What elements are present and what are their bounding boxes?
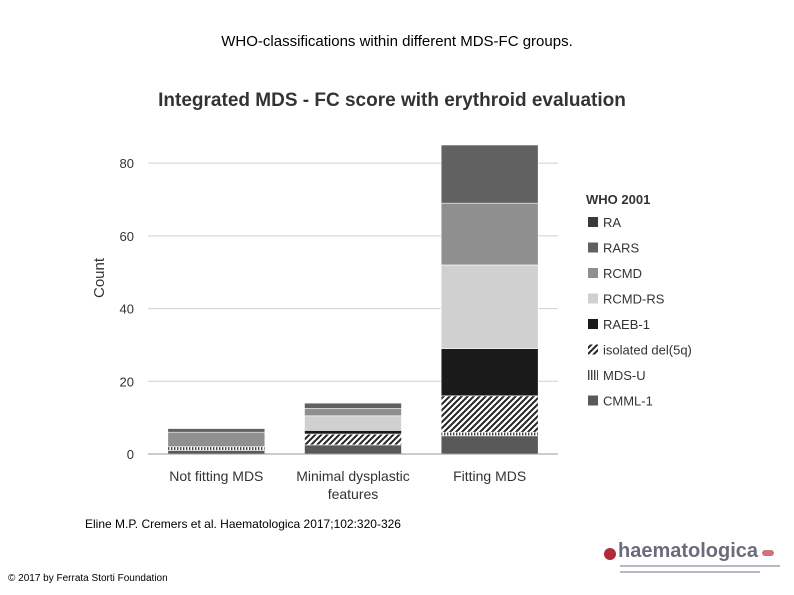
x-category-label: Fitting MDS (453, 468, 526, 484)
bar-segment-mds-u (440, 431, 539, 437)
bar-segment-rcmd (167, 431, 266, 448)
journal-logo: haematologica (600, 540, 785, 580)
bar-segment-rcmd-rs (304, 415, 402, 431)
bars (167, 144, 539, 455)
bar-segment-isolated-del-5q- (304, 433, 402, 446)
axes: 0 20 40 60 80 Not fitting MDS Minimal dysplast… (120, 156, 558, 502)
legend-swatch (588, 242, 598, 253)
legend-swatch (588, 395, 598, 406)
y-tick-label: 40 (120, 302, 134, 317)
legend-item-label: RCMD (603, 266, 642, 281)
legend-item-label: RCMD-RS (603, 292, 665, 307)
bar-segment-raeb-1 (304, 430, 402, 435)
bar-segment-rars (440, 144, 539, 204)
legend-swatch (588, 319, 598, 329)
legend-item-label: RA (603, 215, 621, 230)
legend-swatch (588, 217, 598, 227)
y-tick-label: 60 (120, 229, 134, 244)
y-axis-title: Count (91, 257, 108, 298)
legend-item-label: RAEB-1 (603, 317, 650, 332)
logo-mark-icon (604, 548, 616, 560)
legend-swatch (588, 370, 598, 380)
bar-segment-raeb-1 (440, 348, 539, 397)
y-tick-label: 80 (120, 156, 134, 171)
legend-swatch (588, 293, 598, 304)
legend-swatch (588, 268, 598, 278)
copyright: © 2017 by Ferrata Storti Foundation (8, 573, 168, 584)
legend-item-label: RARS (603, 241, 639, 256)
logo-tagline-line (620, 565, 780, 567)
logo-emblem-icon (762, 550, 774, 556)
bar-segment-cmml-1 (304, 444, 402, 455)
legend-item-label: isolated del(5q) (603, 343, 692, 358)
logo-text: haematologica (618, 540, 759, 562)
bar-segment-rcmd-rs (440, 264, 539, 349)
citation: Eline M.P. Cremers et al. Haematologica … (85, 517, 401, 531)
legend: WHO 2001 RA RARS RCMD RCMD-RS RAEB-1 isolated… (586, 192, 692, 409)
legend-item-label: CMML-1 (603, 394, 653, 409)
logo-tagline-line (620, 571, 760, 573)
bar-segment-rars (167, 428, 266, 433)
chart-title: Integrated MDS - FC score with erythroid… (158, 90, 626, 111)
y-tick-label: 0 (127, 447, 134, 462)
x-category-label: Minimal dysplastic (296, 468, 410, 484)
bar-segment-rcmd (440, 202, 539, 266)
legend-swatch (588, 344, 598, 355)
bar-segment-isolated-del-5q- (440, 395, 539, 433)
slide-title: WHO-classifications within different MDS… (221, 33, 573, 50)
x-category-label: features (328, 486, 379, 502)
bar-segment-rars (304, 402, 402, 409)
bar-segment-cmml-1 (440, 435, 539, 455)
bar-segment-mds-u (167, 446, 266, 451)
bar-segment-cmml-1 (167, 450, 266, 455)
bar-segment-rcmd (304, 408, 402, 417)
legend-title: WHO 2001 (586, 192, 650, 207)
y-tick-label: 20 (120, 374, 134, 389)
x-category-label: Not fitting MDS (169, 468, 263, 484)
legend-item-label: MDS-U (603, 368, 646, 383)
